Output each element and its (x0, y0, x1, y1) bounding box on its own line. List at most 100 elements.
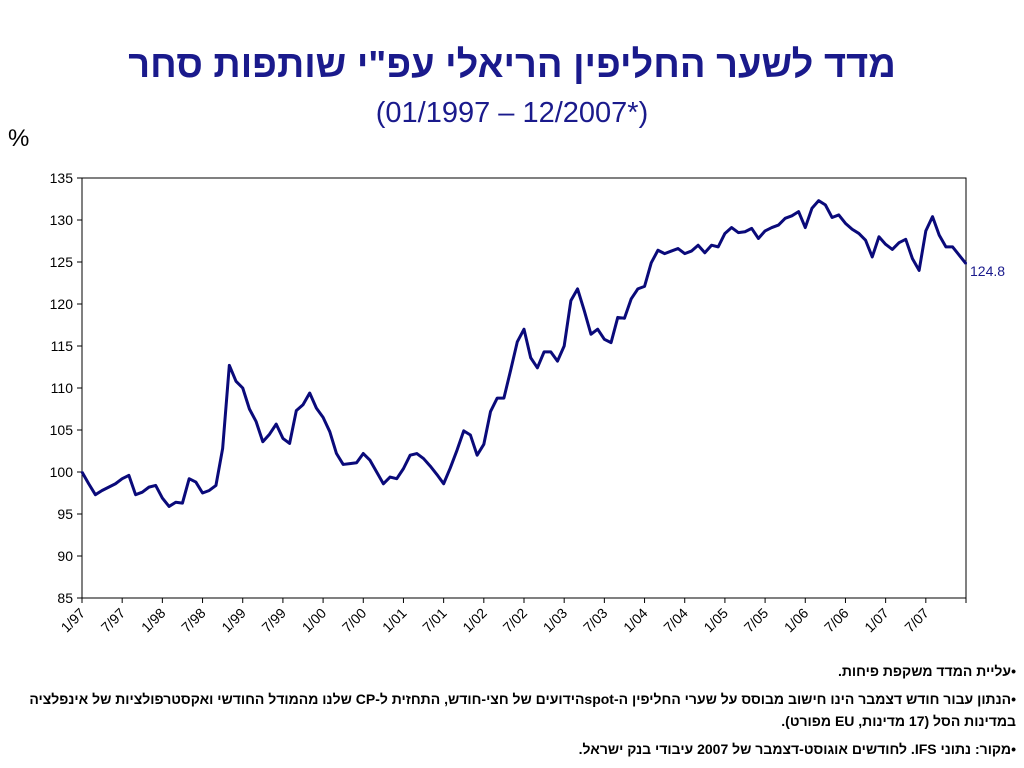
data-point (409, 454, 412, 457)
data-point (630, 297, 633, 300)
y-tick-label: 85 (57, 590, 73, 606)
data-point (402, 467, 405, 470)
data-point (717, 245, 720, 248)
data-point (944, 245, 947, 248)
data-point (824, 203, 827, 206)
x-tick-label: 7/00 (339, 605, 370, 636)
series-line (80, 199, 968, 508)
data-point (308, 392, 311, 395)
data-point (94, 493, 97, 496)
data-point (784, 217, 787, 220)
data-point (891, 248, 894, 251)
data-point (837, 213, 840, 216)
data-point (616, 316, 619, 319)
footnotes: •עליית המדד משקפת פיחות. •הנתון עבור חוד… (20, 660, 1016, 766)
x-tick-label: 1/97 (58, 605, 89, 636)
data-point (636, 287, 639, 290)
footnote-3: •מקור: נתוני IFS. לחודשים אוגוסט-דצמבר ש… (578, 741, 1016, 757)
x-tick-label: 1/07 (861, 605, 892, 636)
x-tick-label: 1/99 (218, 605, 249, 636)
x-tick-label: 7/99 (258, 605, 289, 636)
data-point (556, 360, 559, 363)
x-tick-label: 7/01 (419, 605, 450, 636)
data-point (643, 285, 646, 288)
x-tick-label: 7/03 (580, 605, 611, 636)
data-point (422, 457, 425, 460)
data-point (737, 231, 740, 234)
y-tick-label: 125 (50, 254, 74, 270)
data-point (482, 443, 485, 446)
x-tick-label: 1/03 (540, 605, 571, 636)
data-point (355, 461, 358, 464)
data-point (208, 489, 211, 492)
data-point (141, 491, 144, 494)
data-point (201, 492, 204, 494)
x-tick-label: 7/97 (98, 605, 129, 636)
data-point (221, 447, 224, 450)
data-point (924, 229, 927, 232)
data-point (261, 440, 264, 443)
data-point (375, 471, 378, 473)
data-point (904, 238, 907, 241)
data-point (147, 486, 150, 489)
x-axis: 1/97 7/97 1/98 7/98 1/99 7/99 1/00 7/00 1/01 7/01… (58, 598, 967, 636)
data-point (730, 226, 733, 229)
data-point (114, 482, 117, 485)
data-point (958, 254, 961, 257)
data-point (248, 408, 251, 410)
data-point (877, 235, 880, 238)
data-point (228, 364, 231, 367)
data-point (965, 262, 967, 265)
y-tick-label: 100 (50, 464, 74, 480)
data-point (342, 463, 345, 466)
data-point (864, 239, 867, 242)
x-tick-label: 7/06 (821, 605, 852, 636)
data-point (683, 252, 686, 255)
data-point (456, 449, 459, 452)
data-point (235, 380, 238, 383)
data-point (898, 241, 901, 244)
y-tick-label: 90 (57, 548, 73, 564)
x-tick-label: 7/02 (500, 605, 531, 636)
data-point (509, 369, 512, 372)
y-tick-label: 130 (50, 212, 74, 228)
data-point (81, 471, 83, 473)
data-point (857, 232, 860, 235)
data-point (469, 434, 472, 437)
data-point (777, 224, 780, 227)
data-point (435, 473, 438, 476)
data-point (382, 482, 385, 485)
footnote-2: •הנתון עבור חודש דצמבר הינו חישוב מבוסס … (29, 691, 1016, 729)
data-point (810, 207, 813, 210)
data-point (121, 477, 124, 480)
data-point (844, 222, 847, 225)
data-point (348, 462, 351, 465)
x-tick-label: 1/00 (299, 605, 330, 636)
data-point (610, 341, 613, 344)
data-point (315, 407, 318, 410)
x-tick-label: 1/05 (700, 605, 731, 636)
y-tick-label: 120 (50, 296, 74, 312)
data-point (710, 244, 713, 247)
data-point (368, 459, 371, 462)
end-value-label: 124.8 (970, 263, 1005, 279)
data-point (690, 250, 693, 253)
data-point (502, 397, 505, 400)
data-point (127, 474, 130, 477)
data-point (188, 477, 191, 480)
data-point (476, 454, 479, 457)
data-point (328, 430, 331, 433)
data-point (623, 317, 626, 320)
data-point (797, 210, 800, 213)
data-point (764, 229, 767, 232)
data-point (275, 423, 278, 426)
data-point (770, 226, 773, 229)
y-tick-label: 110 (51, 380, 74, 396)
data-point (569, 299, 572, 302)
data-point (871, 255, 874, 258)
data-point (703, 251, 706, 254)
data-point (663, 252, 666, 255)
footnote-1: •עליית המדד משקפת פיחות. (837, 663, 1016, 679)
data-point (489, 410, 492, 413)
